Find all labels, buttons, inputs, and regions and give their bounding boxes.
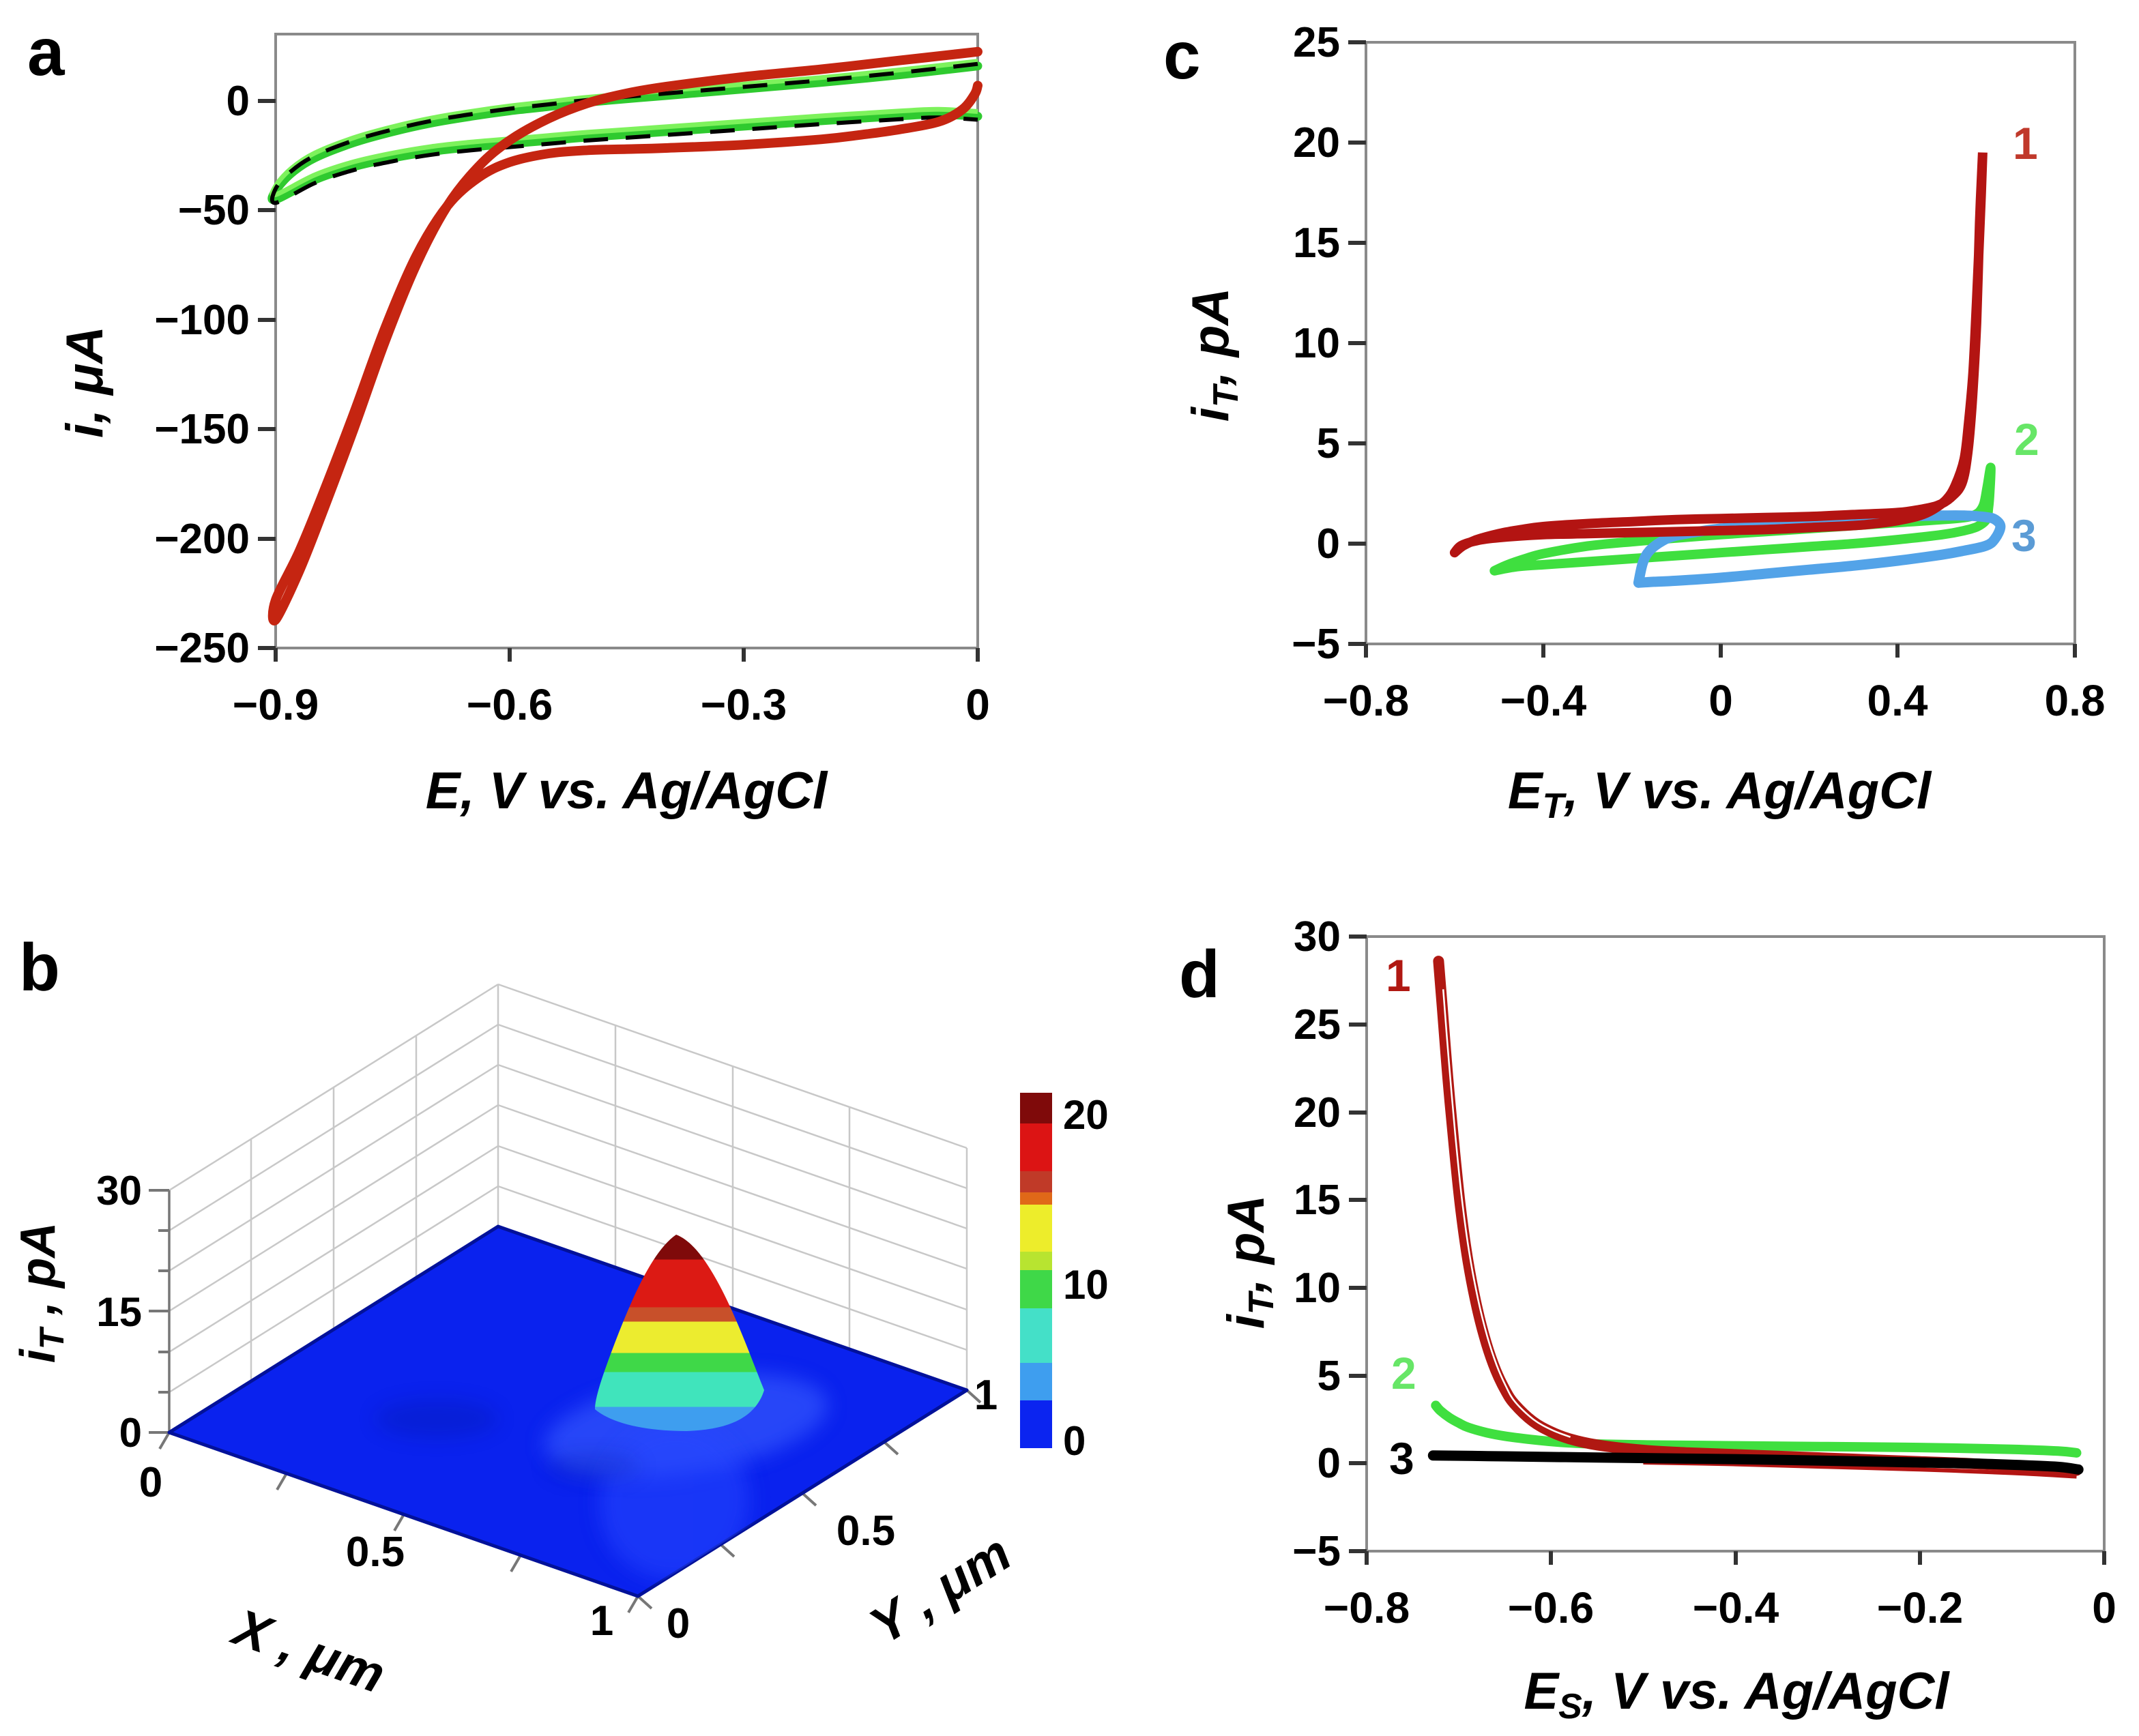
svg-text:10: 10 [1293,320,1340,367]
svg-text:1: 1 [2013,118,2038,168]
svg-text:0: 0 [2092,1583,2116,1632]
svg-text:−0.6: −0.6 [1508,1583,1594,1632]
svg-text:−0.4: −0.4 [1500,676,1587,725]
svg-text:0: 0 [227,78,250,125]
svg-text:0.5: 0.5 [836,1507,895,1555]
svg-text:0.5: 0.5 [346,1529,405,1576]
svg-text:d: d [1179,937,1220,1012]
svg-text:−5: −5 [1292,621,1340,668]
svg-text:−0.3: −0.3 [701,680,787,729]
svg-text:a: a [27,14,66,89]
svg-text:−0.8: −0.8 [1323,676,1409,725]
svg-text:30: 30 [96,1168,142,1213]
svg-text:0: 0 [1708,676,1733,725]
svg-text:10: 10 [1294,1265,1341,1312]
svg-text:20: 20 [1294,1089,1341,1136]
svg-text:0.8: 0.8 [2045,676,2106,725]
svg-text:25: 25 [1293,19,1340,66]
svg-text:15: 15 [1294,1177,1341,1224]
svg-text:5: 5 [1317,420,1340,467]
svg-text:1: 1 [974,1372,998,1419]
svg-text:15: 15 [96,1289,142,1335]
svg-text:i, μA: i, μA [56,326,114,438]
svg-text:−0.2: −0.2 [1877,1583,1963,1632]
svg-text:2: 2 [1391,1348,1416,1398]
svg-text:0: 0 [1318,1440,1341,1487]
svg-text:0: 0 [1317,520,1340,568]
svg-text:3: 3 [1389,1433,1414,1484]
svg-text:ES, V vs. Ag/AgCl: ES, V vs. Ag/AgCl [1524,1662,1950,1726]
svg-text:0: 0 [119,1410,142,1456]
svg-text:0: 0 [667,1600,690,1647]
svg-text:25: 25 [1294,1001,1341,1048]
svg-text:1: 1 [1386,950,1411,1001]
svg-text:2: 2 [2014,414,2039,465]
svg-text:−0.4: −0.4 [1693,1583,1779,1632]
svg-text:−5: −5 [1292,1528,1341,1575]
svg-text:−0.6: −0.6 [467,680,553,729]
svg-text:20: 20 [1063,1092,1109,1138]
svg-text:0: 0 [965,680,990,729]
svg-text:10: 10 [1063,1262,1109,1308]
svg-text:−50: −50 [178,187,250,234]
svg-text:30: 30 [1294,913,1341,960]
svg-text:−0.9: −0.9 [233,680,319,729]
svg-text:−200: −200 [154,516,250,563]
svg-text:E, V vs. Ag/AgCl: E, V vs. Ag/AgCl [426,762,828,820]
svg-text:−150: −150 [154,406,250,453]
svg-text:5: 5 [1318,1353,1341,1400]
svg-text:−100: −100 [154,297,250,344]
svg-text:b: b [19,930,60,1005]
svg-text:−250: −250 [154,625,250,672]
svg-text:0: 0 [139,1459,162,1506]
svg-text:−0.8: −0.8 [1324,1583,1410,1632]
svg-text:3: 3 [2011,510,2037,561]
svg-text:ET, V vs. Ag/AgCl: ET, V vs. Ag/AgCl [1508,762,1932,826]
svg-text:20: 20 [1293,119,1340,166]
svg-text:0: 0 [1063,1418,1086,1464]
svg-text:c: c [1163,18,1201,93]
svg-text:15: 15 [1293,220,1340,267]
svg-text:0.4: 0.4 [1867,676,1928,725]
svg-text:1: 1 [590,1598,613,1645]
